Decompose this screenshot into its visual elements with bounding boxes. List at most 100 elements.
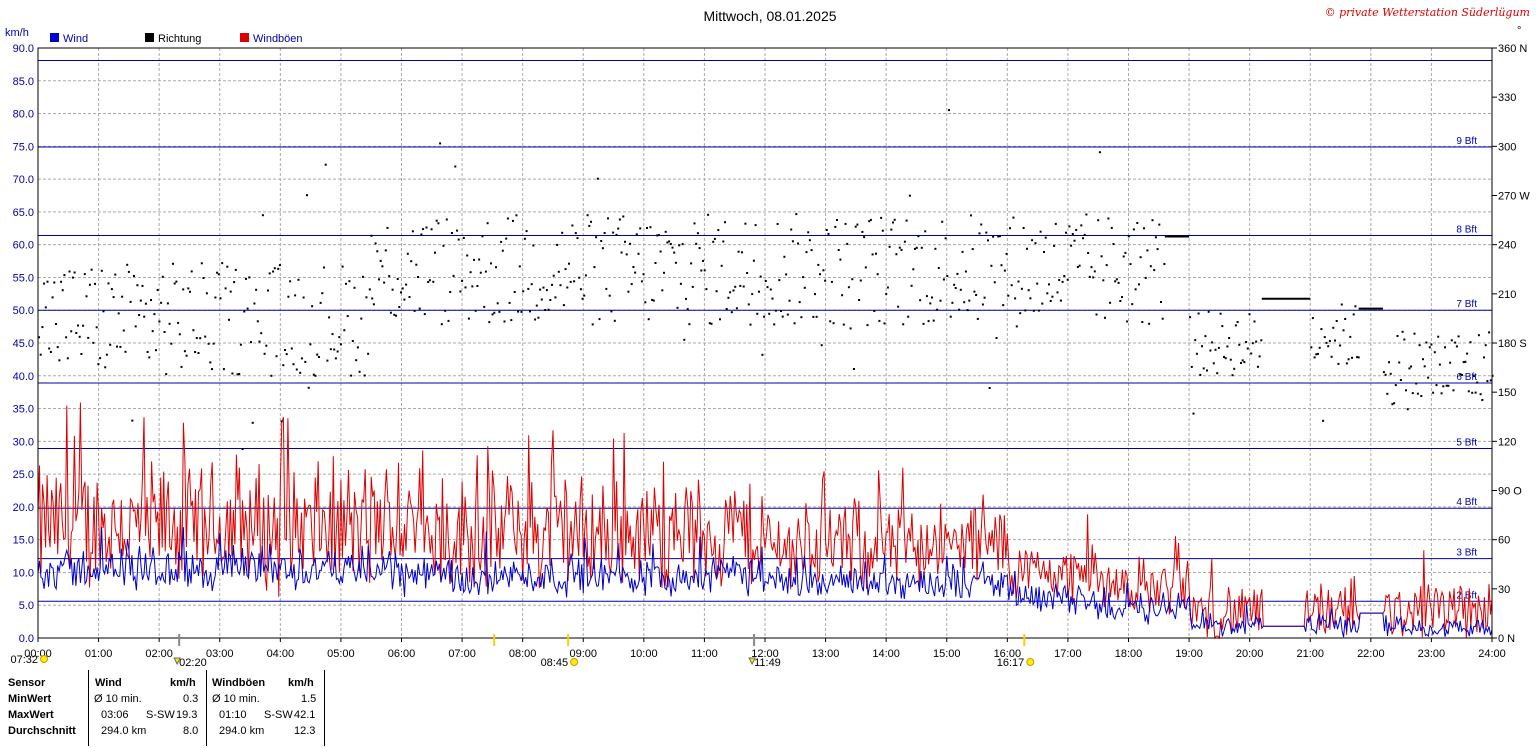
direction-point [207,342,210,345]
direction-point [197,352,200,354]
direction-point [764,280,767,282]
direction-point [871,253,874,256]
direction-point [685,297,687,300]
stats-header-wind: Wind [95,677,122,689]
direction-point [1163,263,1166,265]
direction-point [749,323,752,326]
direction-point [863,236,866,239]
direction-point [568,262,570,265]
direction-point [793,322,796,325]
direction-point [1007,294,1010,297]
direction-point [612,231,615,234]
direction-point [791,240,794,243]
direction-point [311,305,314,308]
direction-point [122,329,125,332]
direction-point [182,288,185,291]
direction-point [1337,362,1340,365]
direction-point [56,346,59,349]
direction-point [832,322,835,325]
direction-point [654,262,657,264]
direction-point [185,354,188,357]
direction-point [440,323,443,326]
direction-point [1141,321,1144,323]
direction-point [517,310,520,313]
direction-point [413,309,416,312]
direction-point [717,229,720,232]
x-tick-label: 13:00 [812,648,840,660]
direction-point [1320,328,1323,331]
direction-point [639,227,642,230]
beaufort-label: 3 Bft [1456,548,1477,559]
direction-point [1489,379,1492,382]
direction-point [610,310,613,313]
direction-point [277,267,280,270]
direction-point [729,291,732,294]
direction-point [596,177,599,180]
direction-point [807,231,810,234]
direction-point [902,323,905,326]
wind-line [37,527,1493,638]
direction-point [591,323,594,326]
direction-point [290,347,293,350]
direction-point [949,315,952,318]
direction-point [384,249,387,252]
direction-point [1119,300,1122,302]
direction-point [771,297,774,300]
direction-point [314,374,317,377]
direction-point [783,255,786,258]
direction-point [1063,275,1066,277]
direction-point [510,319,513,322]
direction-point [1000,264,1003,267]
direction-point [144,302,147,305]
direction-point [878,319,881,322]
y-tick-label: 15.0 [13,535,34,547]
direction-point [88,283,91,286]
direction-point [625,253,628,256]
direction-point [1217,346,1220,349]
direction-point [778,279,781,282]
x-tick-label: 17:00 [1054,648,1082,660]
direction-point [948,109,950,112]
direction-point [640,280,643,283]
direction-point [990,264,993,267]
direction-point [964,270,967,273]
direction-point [922,322,925,325]
direction-point [117,312,120,315]
direction-point [1071,233,1074,235]
direction-point [267,289,269,292]
direction-point [323,266,325,269]
direction-point [890,228,893,231]
direction-point [1083,233,1086,236]
direction-point [868,220,871,223]
direction-point [1466,352,1469,355]
stats-gust-value: 12.3 [294,725,316,737]
direction-point [239,343,242,346]
direction-point [741,251,743,254]
direction-point [917,235,920,238]
direction-point [613,319,616,322]
direction-point [1054,222,1057,225]
direction-point [657,234,660,237]
direction-point [842,323,845,326]
direction-point [219,297,222,300]
direction-point [1151,219,1154,222]
direction-point [1449,361,1452,364]
direction-point [304,360,307,363]
direction-point [861,230,864,233]
direction-point [172,262,174,265]
direction-point [1117,281,1120,284]
event-time-label: 16:17 [997,657,1025,668]
direction-point [518,265,521,268]
y-tick-label: 90.0 [13,43,34,55]
direction-point [418,307,421,310]
direction-point [1229,358,1232,361]
direction-point [651,298,654,301]
table-divider [206,670,207,746]
direction-point [43,282,46,285]
direction-point [557,270,560,273]
direction-point [228,318,230,321]
direction-point [1024,309,1027,312]
x-tick-label: 03:00 [206,648,234,660]
direction-point [231,372,234,375]
direction-point [190,270,193,273]
